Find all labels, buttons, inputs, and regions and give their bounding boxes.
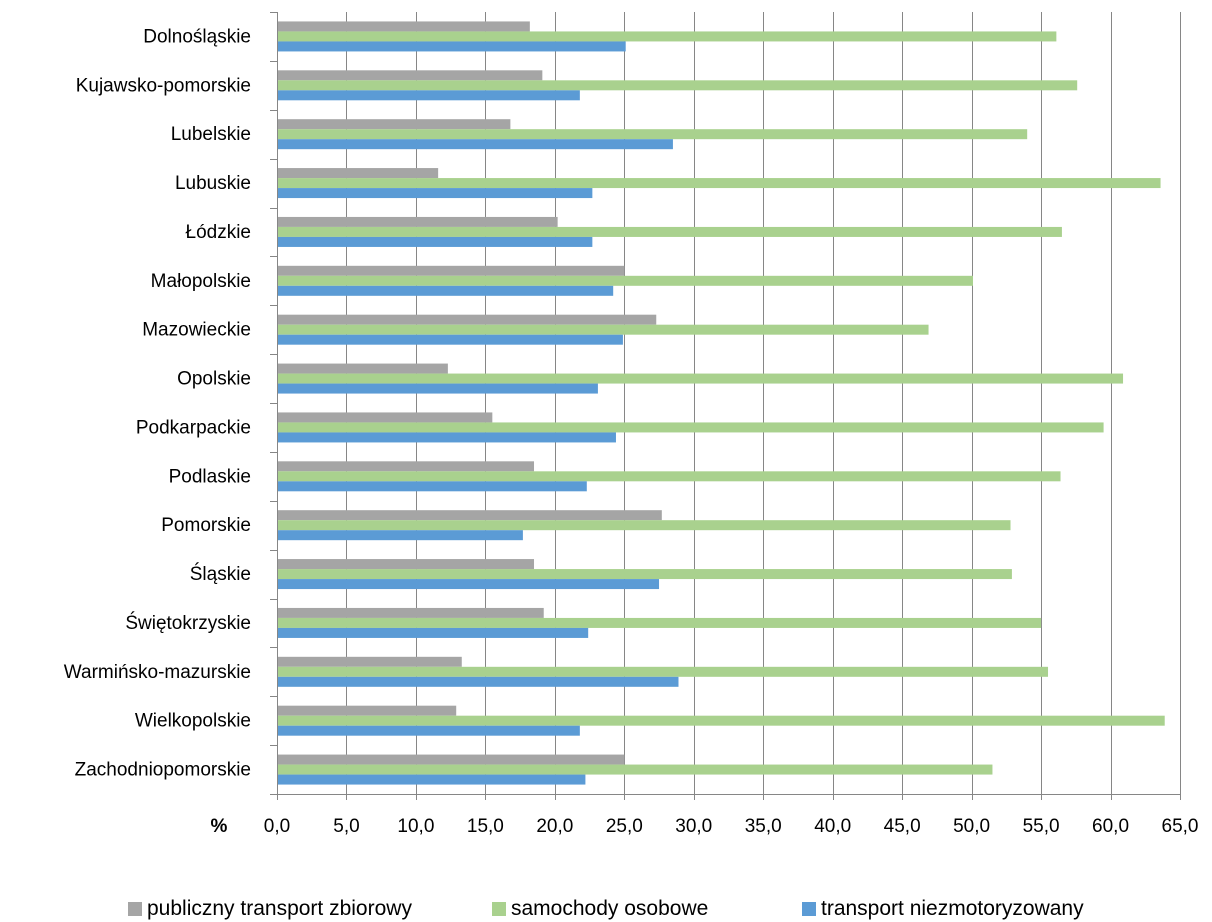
bars: [277, 21, 1165, 785]
bar-chart: Dolnośląskie Kujawsko-pomorskie Lubelskie L…: [64, 12, 1199, 837]
bar: [277, 617, 1042, 628]
legend-label: samochody osobowe: [511, 896, 709, 920]
bar: [277, 168, 439, 179]
bar: [277, 119, 511, 130]
bar: [277, 216, 558, 227]
legend-item-samochody: samochody osobowe: [492, 895, 708, 922]
bar: [277, 412, 493, 423]
legend-swatch-blue: [802, 901, 816, 916]
bar: [277, 715, 1165, 726]
bar: [277, 363, 448, 374]
bar: [277, 21, 530, 32]
category-label: Lubuskie: [175, 173, 251, 194]
bar: [277, 70, 543, 81]
bar: [277, 627, 589, 638]
bar: [277, 481, 587, 492]
bar: [277, 422, 1104, 433]
x-tick-label: 0,0: [264, 816, 290, 837]
x-tick-label: 30,0: [675, 816, 712, 837]
bar: [277, 41, 626, 52]
bar: [277, 471, 1061, 482]
bar: [277, 725, 580, 736]
x-tick-label: 20,0: [536, 816, 573, 837]
bar: [277, 432, 616, 443]
category-label: Małopolskie: [151, 271, 251, 292]
x-tick-label: 40,0: [814, 816, 851, 837]
legend-item-niezmotoryzowany: transport niezmotoryzowany: [802, 895, 1084, 922]
legend-swatch-green: [492, 901, 506, 916]
category-label: Warmińsko-mazurskie: [64, 662, 251, 683]
category-label: Podlaskie: [169, 466, 251, 487]
bar: [277, 373, 1124, 384]
bar: [277, 676, 679, 687]
bar: [277, 80, 1078, 91]
category-label: Pomorskie: [161, 515, 251, 536]
category-label: Kujawsko-pomorskie: [76, 75, 251, 96]
x-tick-label: 15,0: [467, 816, 504, 837]
bar: [277, 90, 580, 101]
bar: [277, 666, 1049, 677]
category-label: Opolskie: [177, 369, 251, 390]
legend-label: transport niezmotoryzowany: [821, 896, 1084, 920]
bar: [277, 139, 673, 150]
x-tick-label: 65,0: [1162, 816, 1199, 837]
bar: [277, 764, 993, 775]
bar: [277, 178, 1161, 189]
category-label: Śląskie: [190, 563, 251, 585]
legend: publiczny transport zbiorowy samochody o…: [0, 895, 1212, 922]
bar: [277, 236, 593, 247]
x-tick-label: 55,0: [1023, 816, 1060, 837]
bar: [277, 226, 1062, 237]
bar: [277, 324, 929, 335]
category-label: Dolnośląskie: [143, 26, 251, 47]
x-unit-label: %: [211, 816, 228, 837]
bar: [277, 607, 544, 618]
bar: [277, 334, 623, 345]
category-label: Wielkopolskie: [135, 711, 251, 732]
bar: [277, 461, 535, 472]
bar: [277, 754, 625, 765]
category-label: Zachodniopomorskie: [75, 760, 251, 781]
bar: [277, 705, 457, 716]
category-label: Podkarpackie: [136, 417, 251, 438]
bar: [277, 275, 974, 286]
legend-swatch-grey: [128, 901, 142, 916]
x-tick-labels: 0,0 5,0 10,0 15,0 20,0 25,0 30,0 35,0 40,0 45,0 50…: [264, 816, 1199, 837]
bar: [277, 656, 462, 667]
category-label: Mazowieckie: [142, 320, 251, 341]
x-tick-label: 5,0: [333, 816, 359, 837]
bar: [277, 530, 523, 541]
x-tick-label: 10,0: [397, 816, 434, 837]
bar: [277, 579, 660, 590]
x-tick-label: 45,0: [884, 816, 921, 837]
bar: [277, 569, 1012, 580]
axes: [270, 12, 1181, 800]
bar: [277, 774, 586, 785]
bar: [277, 520, 1011, 531]
bar: [277, 314, 657, 325]
bar: [277, 129, 1028, 140]
category-label: Łódzkie: [186, 222, 252, 243]
bar: [277, 31, 1057, 42]
category-labels: Dolnośląskie Kujawsko-pomorskie Lubelskie L…: [64, 26, 251, 780]
category-label: Lubelskie: [171, 124, 251, 145]
bar: [277, 383, 598, 394]
category-label: Świętokrzyskie: [125, 612, 251, 634]
bar: [277, 188, 593, 199]
legend-label: publiczny transport zbiorowy: [147, 896, 412, 920]
x-tick-label: 60,0: [1092, 816, 1129, 837]
legend-item-publiczny: publiczny transport zbiorowy: [128, 895, 412, 922]
bar: [277, 510, 662, 521]
x-tick-label: 35,0: [745, 816, 782, 837]
bar: [277, 265, 625, 276]
x-tick-label: 25,0: [606, 816, 643, 837]
x-tick-label: 50,0: [953, 816, 990, 837]
bar: [277, 285, 614, 296]
bar: [277, 559, 535, 570]
